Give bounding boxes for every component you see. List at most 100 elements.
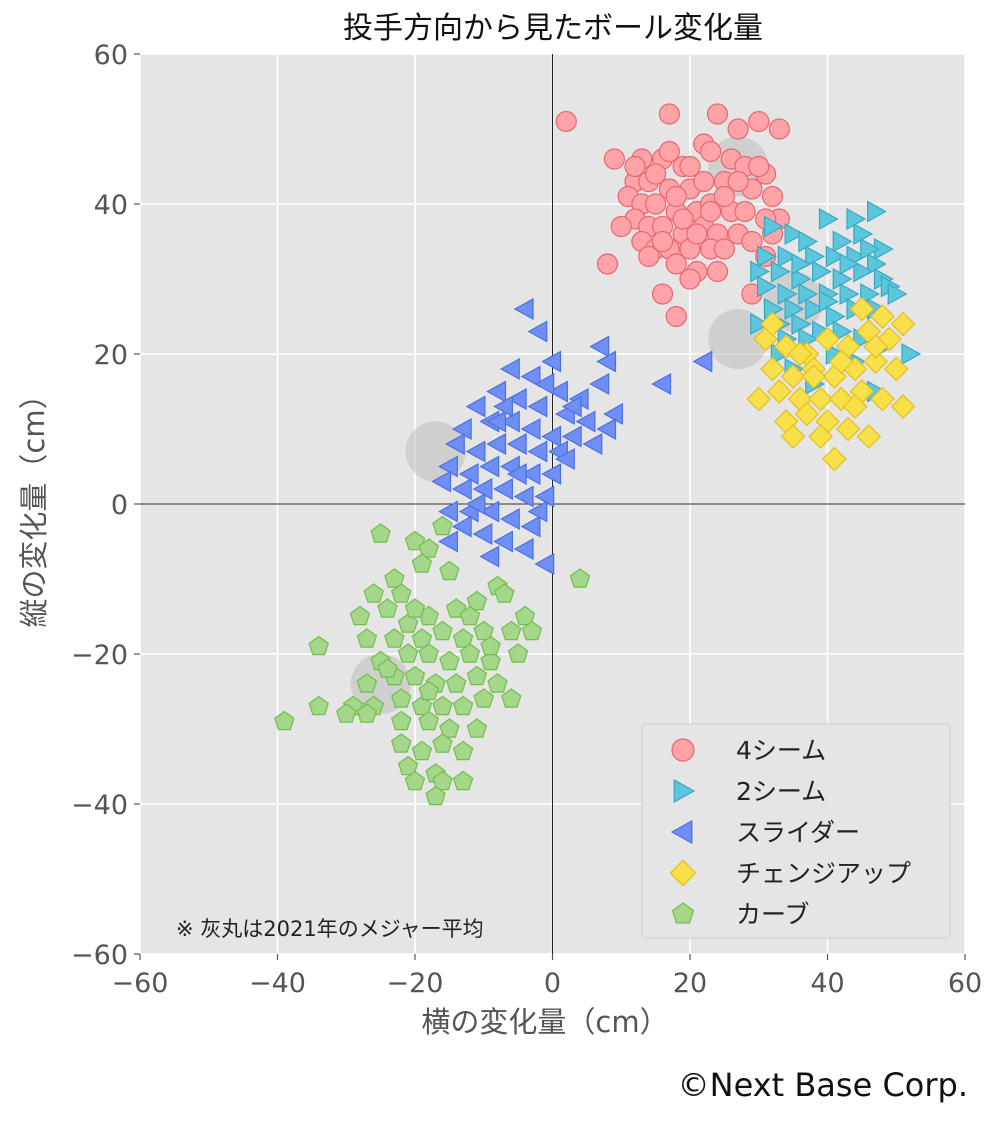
legend-item: スライダー (670, 818, 860, 847)
data-point (445, 432, 465, 456)
data-point (458, 462, 479, 486)
data-point (561, 425, 582, 448)
data-point (507, 643, 529, 663)
data-point (486, 410, 507, 433)
data-point (479, 500, 500, 523)
data-point (787, 341, 813, 367)
data-point (679, 155, 701, 178)
data-point (527, 500, 548, 523)
data-point (890, 311, 916, 337)
data-point (418, 680, 440, 701)
legend-marker (673, 778, 696, 804)
data-point (514, 605, 536, 626)
x-axis-label: 横の変化量（cm） (421, 1005, 668, 1039)
data-point (438, 530, 458, 553)
data-point (835, 416, 861, 442)
data-point (451, 477, 472, 501)
data-point (700, 200, 722, 223)
data-point (768, 118, 790, 140)
data-point (818, 207, 839, 231)
data-point (784, 297, 805, 321)
series-4 (746, 296, 916, 472)
data-point (596, 350, 617, 373)
data-point (486, 380, 507, 403)
data-point (808, 386, 833, 412)
data-point (487, 673, 508, 693)
data-point (734, 200, 756, 223)
data-point (356, 673, 378, 693)
data-point (473, 688, 495, 708)
data-point (404, 665, 426, 686)
data-point (500, 507, 520, 531)
data-point (645, 163, 667, 185)
data-point (839, 282, 860, 306)
copyright-credit: ©Next Base Corp. (678, 1066, 968, 1104)
y-axis-label: 縦の変化量（cm） (17, 380, 51, 627)
data-point (760, 356, 785, 382)
data-point (770, 260, 791, 283)
data-point (780, 424, 806, 449)
data-point (356, 703, 378, 723)
legend-item: チェンジアップ (669, 859, 911, 888)
data-point (658, 103, 680, 125)
data-point (867, 200, 887, 223)
series-5 (274, 515, 591, 806)
data-point (741, 230, 763, 253)
data-point (651, 283, 674, 305)
data-point (439, 650, 460, 671)
data-point (589, 335, 610, 358)
data-point (798, 282, 819, 306)
data-point (706, 260, 729, 283)
legend-marker (670, 819, 693, 845)
legend-label: スライダー (736, 818, 860, 847)
data-point (808, 424, 833, 449)
data-point (480, 650, 501, 671)
data-point (870, 304, 895, 329)
data-point (384, 628, 405, 648)
data-point (418, 710, 440, 731)
data-point (541, 350, 562, 373)
data-point (603, 402, 623, 426)
data-point (513, 297, 534, 321)
data-point (308, 635, 330, 656)
legend-item: カーブ (671, 900, 810, 929)
data-point (541, 462, 562, 486)
y-tick-label: −40 (71, 790, 128, 821)
data-point (791, 267, 812, 291)
data-point (459, 605, 481, 626)
data-point (506, 387, 527, 411)
data-point (390, 733, 412, 753)
data-point (459, 643, 481, 663)
x-tick-label: 40 (810, 968, 844, 999)
data-point (596, 253, 619, 275)
y-tick-label: 40 (94, 190, 128, 221)
legend-marker (671, 738, 695, 762)
data-point (411, 628, 433, 648)
data-point (575, 410, 596, 433)
legend-item: 2シーム (673, 777, 826, 806)
data-point (465, 492, 486, 516)
data-point (390, 688, 412, 708)
data-point (706, 103, 729, 125)
data-point (750, 312, 770, 336)
data-point (418, 538, 440, 558)
data-point (665, 185, 687, 208)
data-point (472, 522, 493, 546)
data-point (384, 568, 405, 588)
data-point (411, 740, 433, 761)
data-point (452, 770, 474, 791)
data-point (432, 733, 453, 753)
data-point (860, 282, 880, 306)
data-point (390, 583, 412, 603)
data-point (801, 364, 827, 389)
data-point (548, 380, 568, 403)
data-point (856, 424, 882, 449)
data-point (870, 386, 895, 412)
data-point (479, 455, 500, 478)
data-point (784, 222, 805, 246)
data-point (356, 628, 378, 648)
data-point (761, 185, 784, 208)
data-point (432, 770, 453, 791)
data-point (727, 170, 749, 193)
data-point (839, 252, 860, 276)
